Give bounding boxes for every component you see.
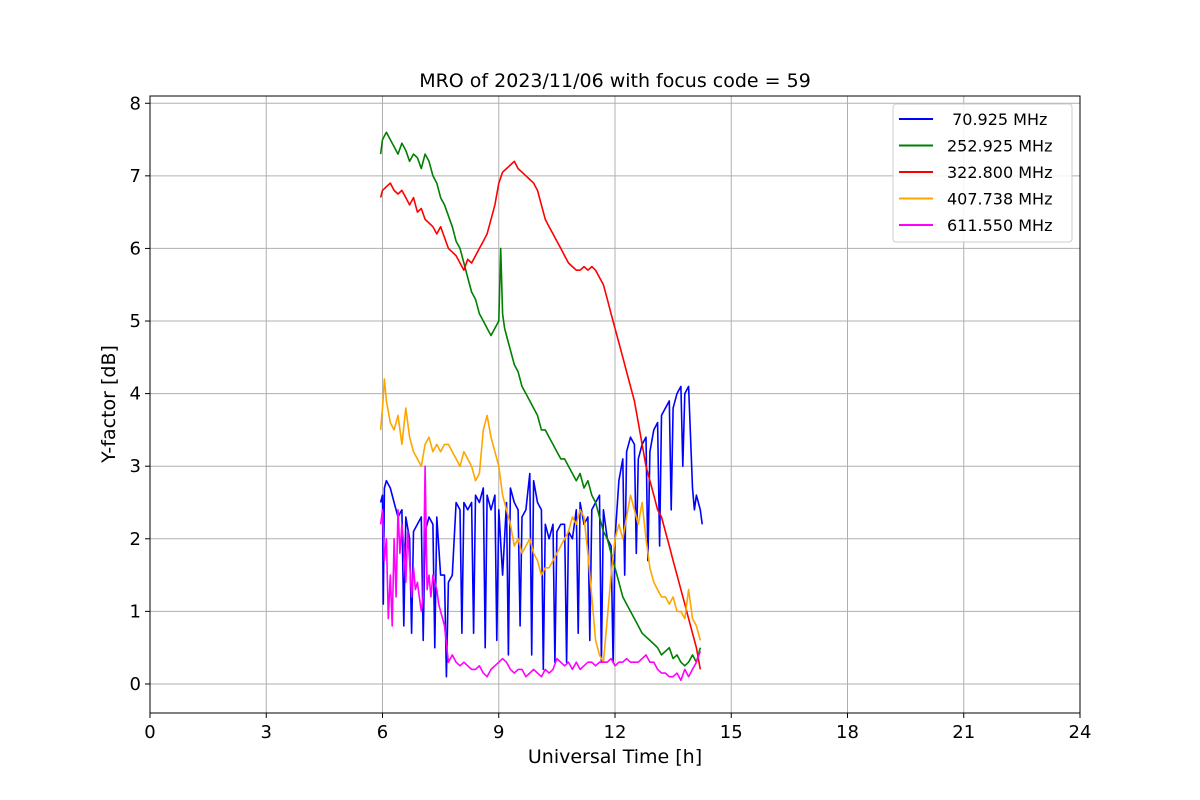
x-tick-label: 15 <box>720 722 743 743</box>
y-tick-label: 5 <box>130 311 141 332</box>
x-tick-label: 6 <box>377 722 388 743</box>
series-line-1 <box>379 131 702 667</box>
grid <box>149 96 1081 713</box>
y-tick-label: 6 <box>130 238 141 259</box>
x-tick-label: 0 <box>144 722 155 743</box>
series-line-2 <box>379 160 702 670</box>
y-tick-label: 8 <box>130 93 141 114</box>
legend-label-2: 322.800 MHz <box>947 163 1052 182</box>
y-tick-label: 0 <box>130 674 141 695</box>
y-tick-label: 3 <box>130 456 141 477</box>
series-line-3 <box>379 378 702 664</box>
y-tick-label: 2 <box>130 529 141 550</box>
legend: 70.925 MHz 252.925 MHz 322.800 MHz 407.738 … <box>892 103 1073 243</box>
y-tick-label: 4 <box>130 384 141 405</box>
series-line-4 <box>379 465 702 682</box>
y-tick-label: 1 <box>130 601 141 622</box>
x-tick-label: 21 <box>952 722 975 743</box>
x-tick-label: 18 <box>836 722 859 743</box>
x-tick-label: 9 <box>493 722 504 743</box>
legend-box <box>892 103 1073 243</box>
chart-title: MRO of 2023/11/06 with focus code = 59 <box>419 70 811 92</box>
legend-label-1: 252.925 MHz <box>947 137 1052 156</box>
x-axis-label: Universal Time [h] <box>528 746 702 768</box>
series-line-0 <box>379 385 703 678</box>
y-tick-label: 7 <box>130 166 141 187</box>
y-axis-label: Y-factor [dB] <box>98 345 120 464</box>
series-lines <box>379 131 703 682</box>
legend-label-3: 407.738 MHz <box>947 190 1052 209</box>
legend-label-4: 611.550 MHz <box>947 216 1052 235</box>
x-tick-label: 24 <box>1069 722 1092 743</box>
x-tick-label: 12 <box>604 722 627 743</box>
legend-label-0: 70.925 MHz <box>947 110 1047 129</box>
x-tick-label: 3 <box>261 722 272 743</box>
